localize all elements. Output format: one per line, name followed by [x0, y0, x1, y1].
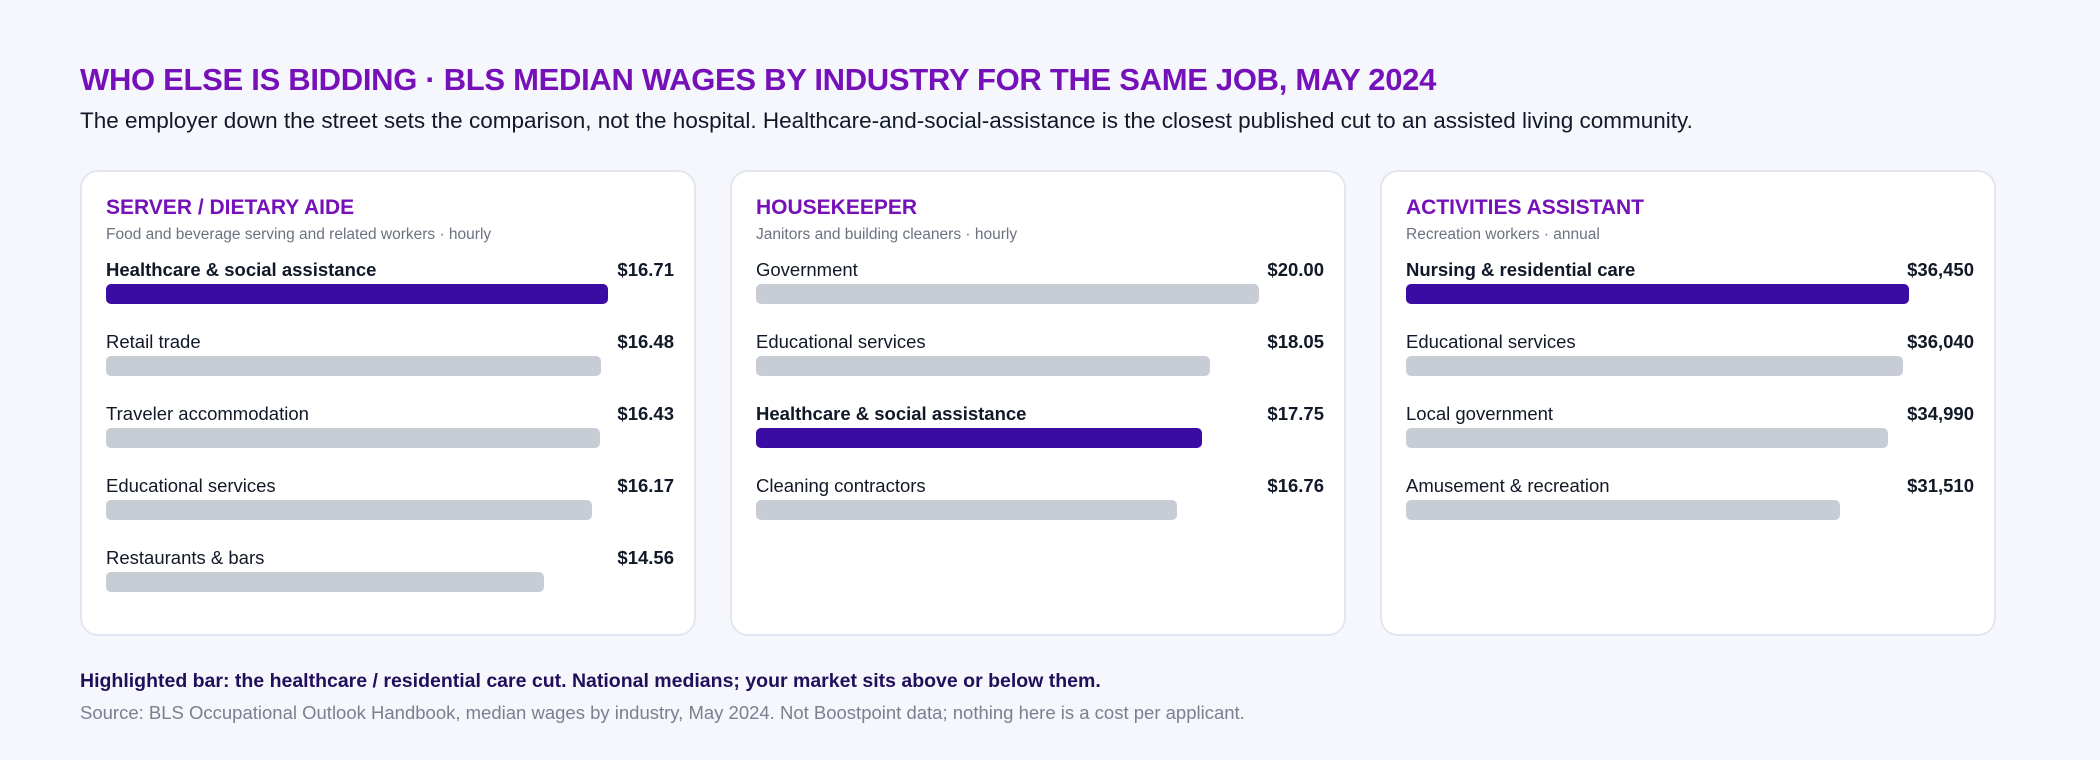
chart-footer: Highlighted bar: the healthcare / reside…: [80, 668, 1980, 726]
bar-track: [106, 428, 674, 448]
chart-header: WHO ELSE IS BIDDING · BLS MEDIAN WAGES B…: [80, 60, 2000, 636]
bar-track: [1406, 356, 1974, 376]
bar: [756, 500, 1177, 520]
category-label: Healthcare & social assistance: [106, 259, 377, 280]
bar-track: [106, 500, 674, 520]
bar-row: Healthcare & social assistance $17.75: [756, 402, 1324, 462]
value-label: $16.76: [1267, 475, 1324, 496]
panel-activities: ACTIVITIES ASSISTANT Recreation workers …: [1380, 170, 1996, 636]
category-label: Retail trade: [106, 331, 201, 352]
panel-title: SERVER / DIETARY AIDE: [106, 196, 355, 219]
bar-row: Educational services $16.17: [106, 474, 674, 534]
bar-row: Government $20.00: [756, 258, 1324, 318]
panel-server: SERVER / DIETARY AIDE Food and beverage …: [80, 170, 696, 636]
panel-title: HOUSEKEEPER: [756, 196, 918, 219]
bar-row: Educational services $36,040: [1406, 330, 1974, 390]
bar: [756, 284, 1259, 304]
value-label: $20.00: [1267, 259, 1324, 280]
bar: [106, 428, 600, 448]
value-label: $31,510: [1907, 475, 1974, 496]
source-note: Source: BLS Occupational Outlook Handboo…: [80, 702, 1245, 723]
bar-track: [106, 572, 674, 592]
bar-row: Traveler accommodation $16.43: [106, 402, 674, 462]
category-label: Restaurants & bars: [106, 547, 265, 568]
bar-row: Healthcare & social assistance $16.71: [106, 258, 674, 318]
value-label: $17.75: [1267, 403, 1324, 424]
bar-row: Educational services $18.05: [756, 330, 1324, 390]
bar-row: Amusement & recreation $31,510: [1406, 474, 1974, 534]
value-label: $34,990: [1907, 403, 1974, 424]
panel-subtitle: Janitors and building cleaners · hourly: [756, 226, 1018, 243]
bar: [106, 500, 592, 520]
bar: [106, 356, 601, 376]
bar-row: Nursing & residential care $36,450: [1406, 258, 1974, 318]
category-label: Amusement & recreation: [1406, 475, 1610, 496]
value-label: $16.17: [617, 475, 674, 496]
bar-track: [756, 356, 1324, 376]
bar: [106, 572, 544, 592]
category-label: Educational services: [106, 475, 276, 496]
highlight-note: Highlighted bar: the healthcare / reside…: [80, 670, 1101, 692]
bar-track: [1406, 284, 1974, 304]
value-label: $14.56: [617, 547, 674, 568]
category-label: Educational services: [1406, 331, 1576, 352]
value-label: $18.05: [1267, 331, 1324, 352]
highlighted-bar: [756, 428, 1202, 448]
category-label: Cleaning contractors: [756, 475, 926, 496]
value-label: $36,040: [1907, 331, 1974, 352]
value-label: $16.71: [617, 259, 674, 280]
category-label: Local government: [1406, 403, 1554, 424]
bar: [1406, 500, 1840, 520]
value-label: $16.43: [617, 403, 674, 424]
value-label: $36,450: [1907, 259, 1974, 280]
bar-track: [756, 500, 1324, 520]
category-label: Educational services: [756, 331, 926, 352]
category-label: Healthcare & social assistance: [756, 403, 1027, 424]
bar: [1406, 428, 1888, 448]
category-label: Government: [756, 259, 858, 280]
panels: SERVER / DIETARY AIDE Food and beverage …: [80, 170, 2000, 640]
bar-row: Cleaning contractors $16.76: [756, 474, 1324, 534]
bar-track: [106, 356, 674, 376]
bar: [756, 356, 1210, 376]
panel-housekeeper: HOUSEKEEPER Janitors and building cleane…: [730, 170, 1346, 636]
page-subtitle: The employer down the street sets the co…: [80, 108, 1693, 133]
bar-track: [106, 284, 674, 304]
category-label: Traveler accommodation: [106, 403, 309, 424]
bar-row: Restaurants & bars $14.56: [106, 546, 674, 606]
bar-track: [1406, 500, 1974, 520]
panel-subtitle: Food and beverage serving and related wo…: [106, 226, 492, 243]
highlighted-bar: [106, 284, 608, 304]
value-label: $16.48: [617, 331, 674, 352]
panel-title: ACTIVITIES ASSISTANT: [1406, 196, 1645, 219]
bar: [1406, 356, 1903, 376]
page-title: WHO ELSE IS BIDDING · BLS MEDIAN WAGES B…: [80, 62, 1437, 97]
category-label: Nursing & residential care: [1406, 259, 1636, 280]
bar-row: Local government $34,990: [1406, 402, 1974, 462]
panel-subtitle: Recreation workers · annual: [1406, 226, 1600, 243]
bar-track: [1406, 428, 1974, 448]
bar-track: [756, 428, 1324, 448]
bar-row: Retail trade $16.48: [106, 330, 674, 390]
highlighted-bar: [1406, 284, 1909, 304]
bar-track: [756, 284, 1324, 304]
